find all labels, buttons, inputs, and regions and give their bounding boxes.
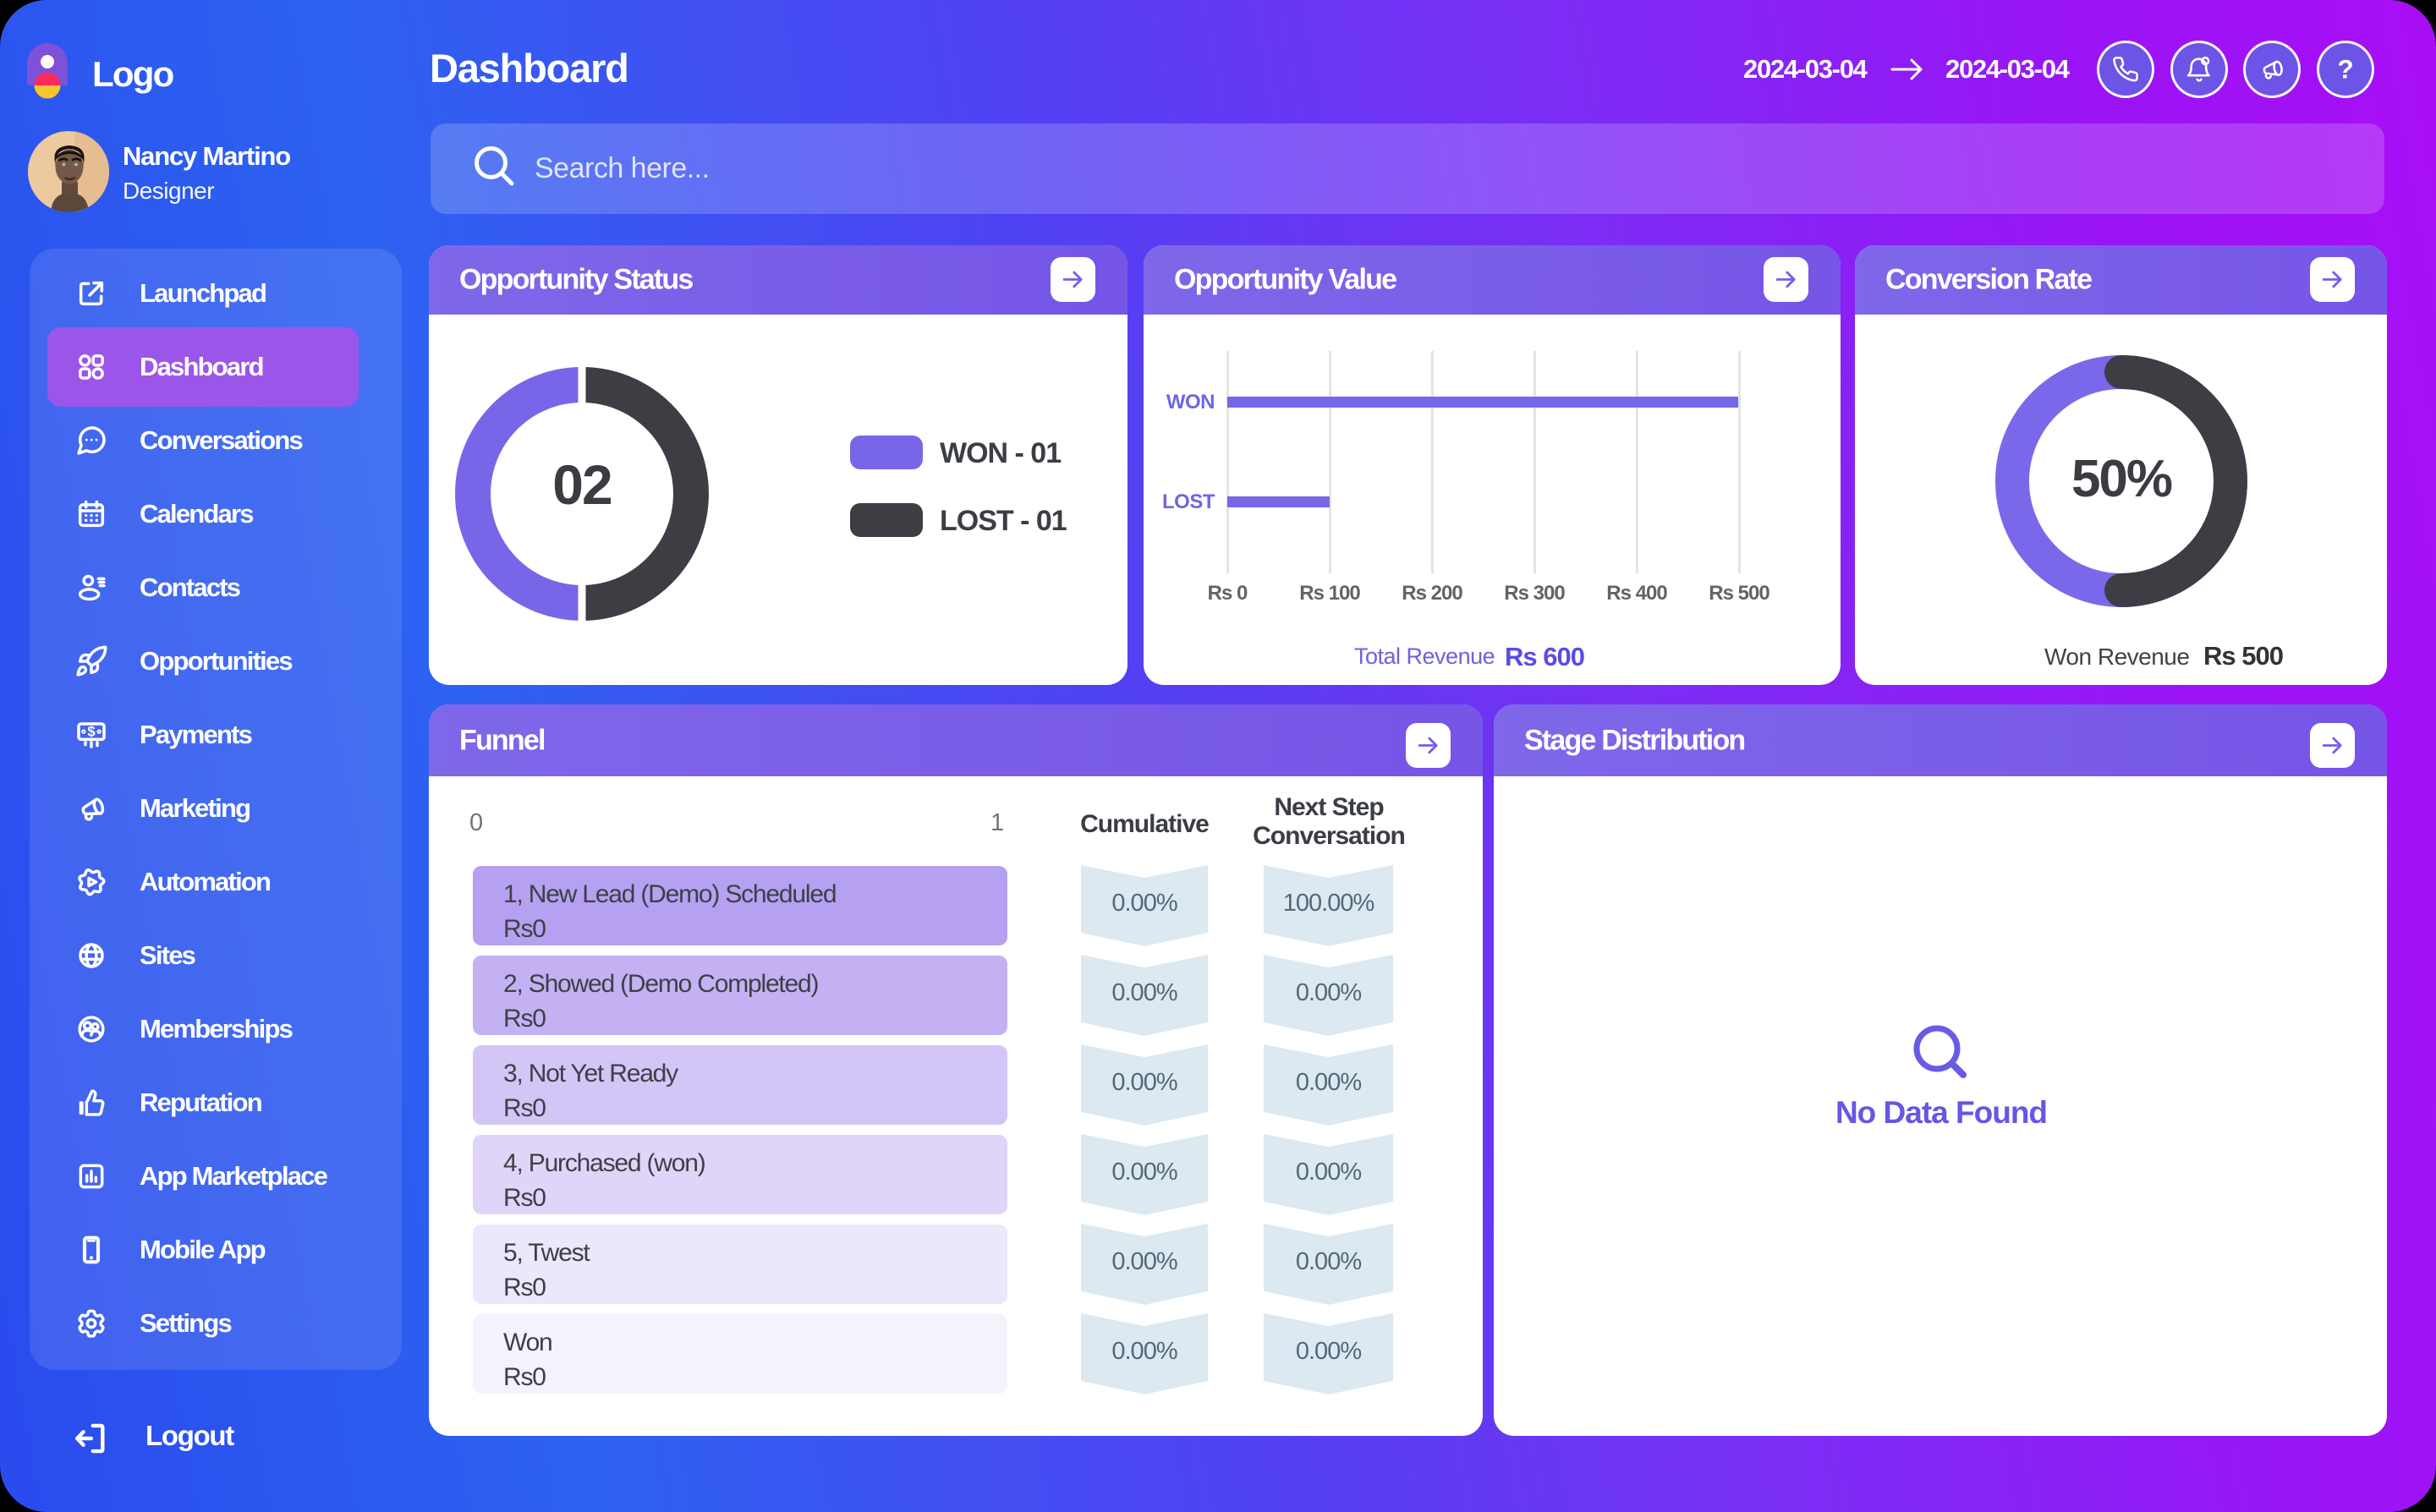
svg-text:?: ?	[2337, 54, 2353, 85]
svg-text:$: $	[87, 723, 96, 739]
